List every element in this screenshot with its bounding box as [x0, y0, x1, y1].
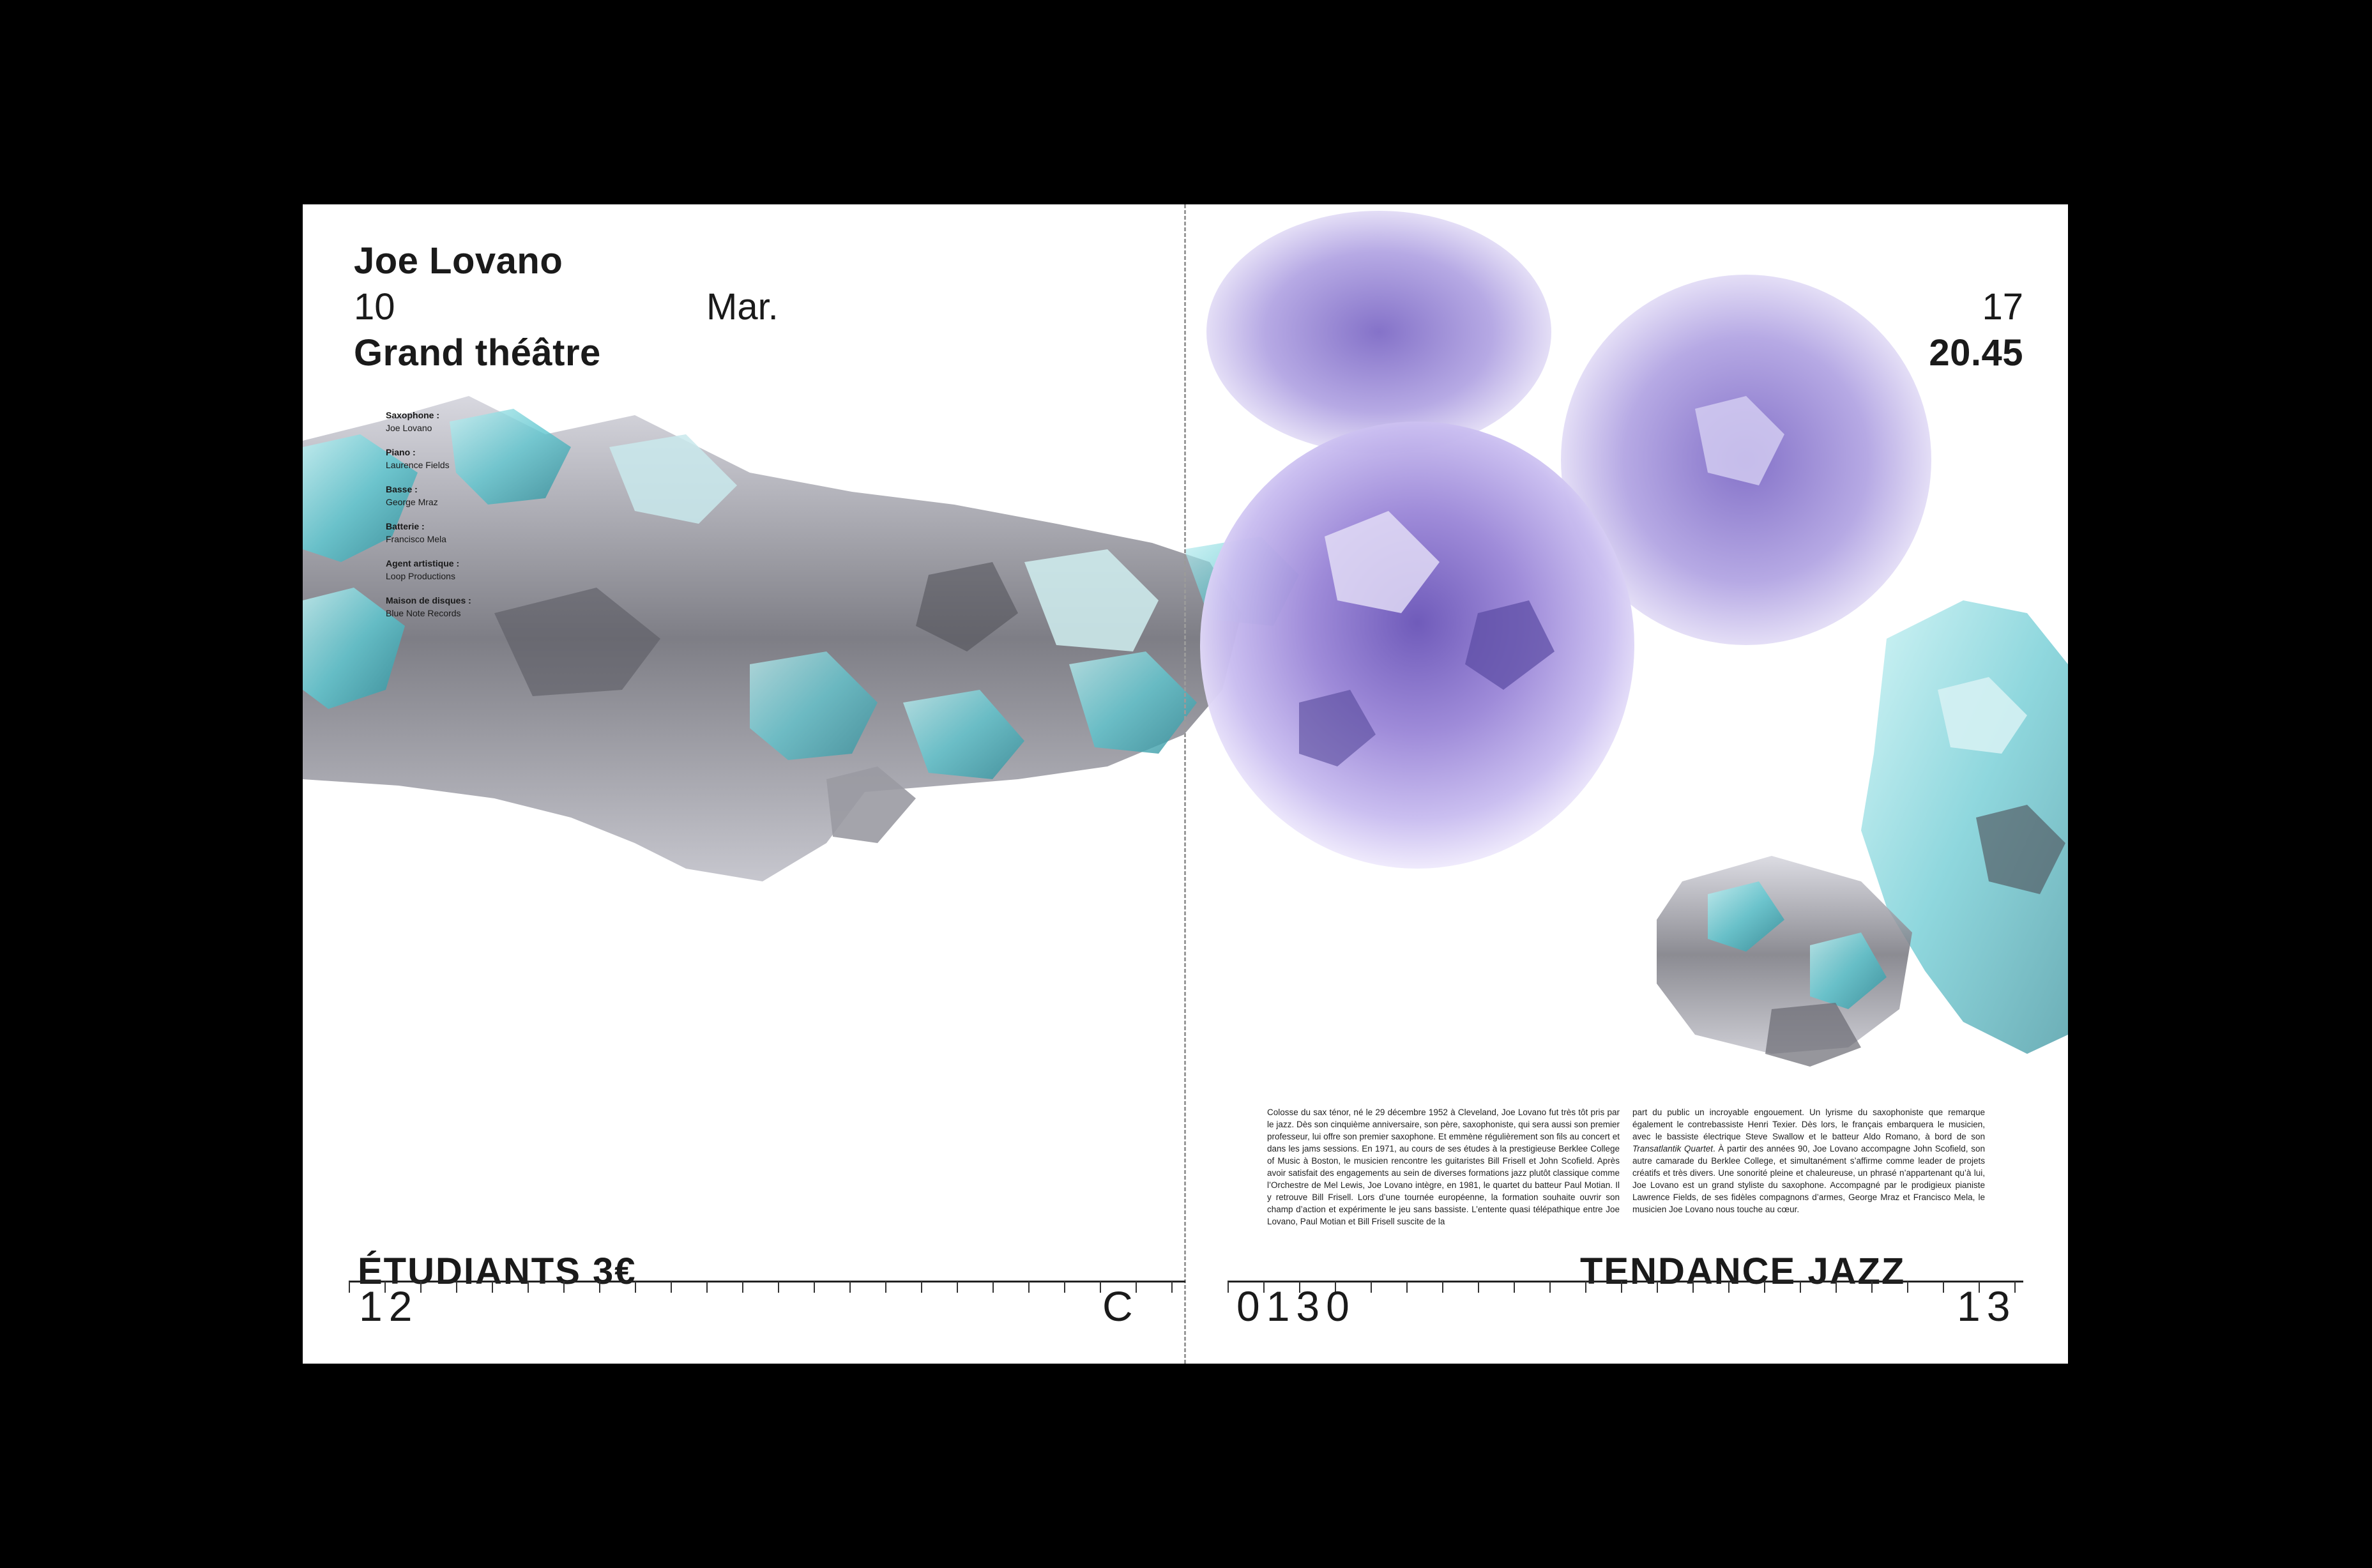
article-text: part du public un incroyable engouement.…	[1632, 1107, 1985, 1141]
ruler-tick	[1064, 1281, 1065, 1293]
ruler-tick	[742, 1281, 743, 1293]
credit-item: Agent artistique : Loop Productions	[386, 557, 552, 582]
ruler-tick	[992, 1281, 994, 1293]
ruler-tick	[1836, 1281, 1837, 1293]
ruler-tick	[1657, 1281, 1658, 1293]
cyan-cluster	[1657, 600, 2068, 1067]
ruler-tick	[885, 1281, 886, 1293]
ruler-tick	[1549, 1281, 1551, 1293]
credit-item: Basse : George Mraz	[386, 483, 552, 508]
event-code: 0130	[1236, 1283, 1356, 1330]
ruler-tick	[921, 1281, 922, 1293]
section-letter: C	[1102, 1283, 1139, 1330]
credit-role: Agent artistique :	[386, 558, 460, 568]
category-label: TENDANCE JAZZ	[1580, 1251, 1906, 1292]
abstract-3d-artwork	[303, 211, 2068, 1067]
ruler-tick	[1585, 1281, 1586, 1293]
ruler-tick	[706, 1281, 708, 1293]
ruler-tick	[492, 1281, 493, 1293]
credits-list: Saxophone : Joe Lovano Piano : Laurence …	[386, 409, 552, 631]
credit-name: Loop Productions	[386, 571, 455, 581]
credit-name: George Mraz	[386, 497, 438, 507]
ruler-tick	[635, 1281, 636, 1293]
silver-cyan-mass	[303, 396, 1299, 881]
credit-role: Batterie :	[386, 521, 425, 531]
ruler-tick	[1764, 1281, 1765, 1293]
credit-role: Piano :	[386, 447, 416, 457]
ruler-tick	[849, 1281, 851, 1293]
event-time: 20.45	[1929, 332, 2023, 374]
ruler-tick	[778, 1281, 779, 1293]
credit-role: Basse :	[386, 484, 418, 494]
credit-role: Saxophone :	[386, 410, 440, 420]
ruler-tick	[1171, 1281, 1173, 1293]
ruler-tick	[1692, 1281, 1694, 1293]
price-label: ÉTUDIANTS 3€	[358, 1251, 637, 1292]
month-number: 17	[1982, 286, 2023, 328]
ruler-tick	[1800, 1281, 1801, 1293]
ruler-tick	[420, 1281, 422, 1293]
ruler-tick	[814, 1281, 815, 1293]
ruler-tick	[1907, 1281, 1908, 1293]
ruler-tick	[1136, 1281, 1137, 1293]
ruler-tick	[349, 1281, 350, 1293]
ruler-tick	[671, 1281, 672, 1293]
magazine-spread: Joe Lovano 10 Mar. Grand théâtre Saxopho…	[303, 204, 2068, 1364]
ruler-tick	[1478, 1281, 1479, 1293]
credit-item: Saxophone : Joe Lovano	[386, 409, 552, 434]
ruler-tick	[528, 1281, 529, 1293]
ruler-tick	[456, 1281, 457, 1293]
album-title: Transatlantik Quartet	[1632, 1144, 1713, 1153]
page-number-right: 13	[1957, 1283, 2017, 1330]
venue: Grand théâtre	[354, 332, 601, 374]
ruler-tick	[1335, 1281, 1336, 1293]
credit-name: Joe Lovano	[386, 423, 432, 433]
ruler-tick	[1406, 1281, 1408, 1293]
article-column-2: part du public un incroyable engouement.…	[1632, 1106, 1985, 1215]
ruler-tick	[1943, 1281, 1944, 1293]
ruler-tick	[1299, 1281, 1300, 1293]
credit-item: Batterie : Francisco Mela	[386, 520, 552, 545]
footer-rule-right	[1228, 1281, 2023, 1283]
ruler-tick	[563, 1281, 565, 1293]
ruler-tick	[599, 1281, 600, 1293]
ruler-tick	[1979, 1281, 1980, 1293]
ruler-tick	[1100, 1281, 1101, 1293]
article-text: . À partir des années 90, Joe Lovano acc…	[1632, 1144, 1985, 1214]
ruler-tick	[1263, 1281, 1265, 1293]
credit-item: Piano : Laurence Fields	[386, 446, 552, 471]
ruler-tick	[1871, 1281, 1873, 1293]
credit-role: Maison de disques :	[386, 595, 471, 605]
artist-name: Joe Lovano	[354, 240, 563, 282]
ruler-tick	[1728, 1281, 1730, 1293]
day-number: 10	[354, 286, 395, 328]
credit-name: Laurence Fields	[386, 460, 450, 470]
ruler-tick	[957, 1281, 958, 1293]
ruler-tick	[1621, 1281, 1622, 1293]
credit-item: Maison de disques : Blue Note Records	[386, 594, 552, 620]
credit-name: Francisco Mela	[386, 534, 446, 544]
credit-name: Blue Note Records	[386, 608, 461, 618]
page-gutter	[1184, 204, 1186, 1364]
ruler-tick	[1028, 1281, 1030, 1293]
page-number-left: 12	[359, 1283, 419, 1330]
ruler-tick	[384, 1281, 386, 1293]
day-name: Mar.	[706, 286, 779, 328]
ruler-tick	[1228, 1281, 1229, 1293]
ruler-tick	[2014, 1281, 2016, 1293]
ruler-tick	[1442, 1281, 1443, 1293]
article-column-1: Colosse du sax ténor, né le 29 décembre …	[1267, 1107, 1620, 1226]
violet-blobs	[1200, 211, 1931, 869]
ruler-tick	[1514, 1281, 1515, 1293]
ruler-tick	[1371, 1281, 1372, 1293]
footer-rule-left	[349, 1281, 1185, 1283]
